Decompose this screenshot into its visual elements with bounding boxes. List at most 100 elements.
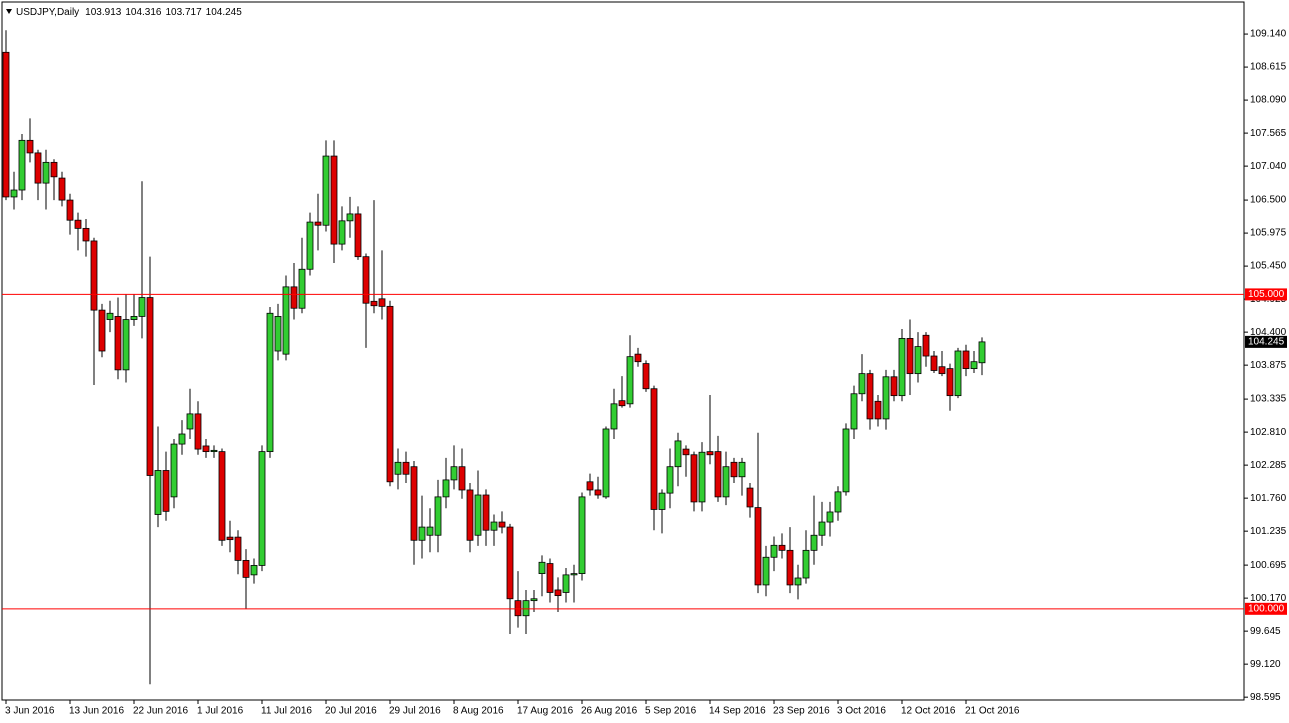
candle-body: [474, 494, 482, 536]
candle-body: [658, 492, 666, 510]
candle-body: [530, 598, 538, 602]
candle-body: [210, 449, 218, 453]
candle-body: [234, 536, 242, 561]
candle-body: [698, 451, 706, 503]
candle-body: [882, 376, 890, 420]
candle-body: [162, 470, 170, 512]
candle-body: [402, 461, 410, 475]
candle-body: [738, 461, 746, 478]
x-tick-label: 3 Jun 2016: [5, 706, 55, 717]
y-tick-label: 105.975: [1250, 228, 1287, 239]
candle-body: [522, 600, 530, 617]
candle-body: [426, 526, 434, 536]
y-tick-label: 108.615: [1250, 62, 1287, 73]
symbol: USDJPY,Daily: [16, 7, 79, 18]
candle-body: [18, 139, 26, 191]
candle-body: [282, 286, 290, 355]
chart-header: USDJPY,Daily 103.913 104.316 103.717 104.245: [16, 7, 242, 18]
y-tick-label: 107.565: [1250, 128, 1287, 139]
candle-body: [802, 549, 810, 579]
candle-body: [674, 440, 682, 468]
candle-body: [874, 400, 882, 420]
candle-body: [906, 338, 914, 375]
candle-body: [666, 466, 674, 494]
y-tick-label: 99.645: [1250, 626, 1281, 637]
candle-body: [466, 489, 474, 541]
level-label-box: [1245, 602, 1287, 615]
x-tick-label: 3 Oct 2016: [837, 706, 886, 717]
candle-body: [314, 221, 322, 226]
candle-body: [834, 491, 842, 513]
x-tick-label: 13 Jun 2016: [69, 706, 124, 717]
candle-body: [202, 445, 210, 453]
candle-body: [826, 511, 834, 523]
candle-body: [74, 219, 82, 229]
candle-body: [410, 466, 418, 541]
x-tick-label: 21 Oct 2016: [965, 706, 1020, 717]
y-tick-label: 100.170: [1250, 593, 1287, 604]
y-tick-label: 106.500: [1250, 195, 1287, 206]
candle-body: [82, 227, 90, 242]
y-tick-label: 103.335: [1250, 394, 1287, 405]
candle-body: [386, 305, 394, 483]
candle-body: [506, 526, 514, 600]
candle-body: [106, 312, 114, 320]
y-tick-label: 105.450: [1250, 261, 1287, 272]
candle-body: [362, 256, 370, 304]
candle-body: [146, 297, 154, 476]
candle-body: [586, 481, 594, 491]
level-label: 100.000: [1248, 603, 1285, 614]
candle-body: [714, 451, 722, 498]
candle-body: [450, 466, 458, 481]
candle-body: [970, 361, 978, 370]
candle-body: [650, 388, 658, 510]
candle-body: [746, 487, 754, 508]
candle-body: [850, 393, 858, 430]
candle-body: [50, 161, 58, 178]
x-tick-label: 11 Jul 2016: [261, 706, 312, 717]
x-tick-label: 20 Jul 2016: [325, 706, 377, 717]
candle-body: [898, 338, 906, 397]
candle-body: [818, 521, 826, 536]
y-tick-label: 100.695: [1250, 560, 1287, 571]
candle-body: [770, 544, 778, 558]
candle-body: [130, 316, 138, 320]
x-tick-label: 8 Aug 2016: [453, 706, 504, 717]
candle-body: [842, 428, 850, 493]
candle-body: [338, 220, 346, 245]
candle-body: [178, 433, 186, 445]
candle-body: [946, 368, 954, 397]
candle-body: [218, 451, 226, 541]
candle-body: [322, 155, 330, 226]
candle-body: [706, 451, 714, 456]
candle-body: [434, 496, 442, 536]
x-tick-label: 12 Oct 2016: [901, 706, 956, 717]
candle-body: [138, 297, 146, 317]
candle-body: [866, 373, 874, 420]
candle-body: [226, 536, 234, 541]
candle-body: [922, 334, 930, 357]
candle-body: [98, 309, 106, 352]
x-tick-label: 26 Aug 2016: [581, 706, 638, 717]
y-tick-label: 99.120: [1250, 659, 1281, 670]
header-low: 103.717: [165, 7, 202, 18]
last-price-box: [1245, 335, 1287, 348]
x-tick-label: 14 Sep 2016: [709, 706, 766, 717]
candle-body: [394, 461, 402, 475]
candle-body: [58, 177, 66, 201]
level-label-box: [1245, 288, 1287, 301]
y-tick-label: 109.140: [1250, 29, 1287, 40]
candle-body: [954, 350, 962, 397]
candle-body: [618, 400, 626, 407]
candle-body: [570, 573, 578, 576]
candle-body: [778, 544, 786, 551]
candle-body: [194, 413, 202, 450]
candle-body: [610, 403, 618, 430]
header-close: 104.245: [206, 7, 243, 18]
candle-body: [42, 161, 50, 184]
candle-body: [498, 521, 506, 528]
candle-body: [858, 373, 866, 395]
candle-body: [562, 574, 570, 593]
menu-icon: [6, 9, 12, 14]
